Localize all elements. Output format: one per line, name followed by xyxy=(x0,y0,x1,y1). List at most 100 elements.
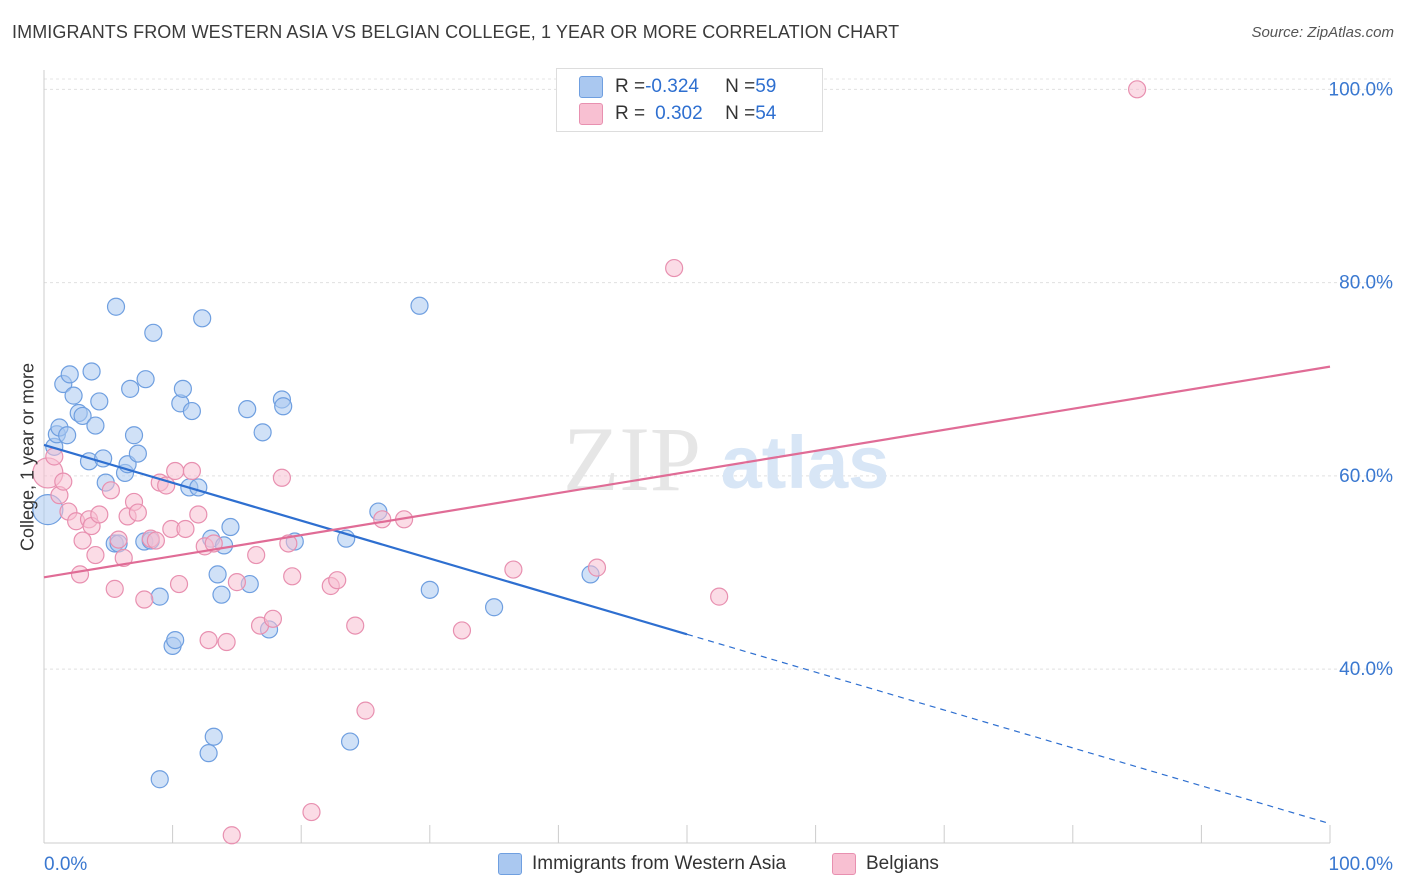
belgians-point xyxy=(328,571,347,590)
western-asia-point xyxy=(274,397,293,416)
western-asia-point xyxy=(199,744,218,763)
legend-n-value: 54 xyxy=(755,103,777,124)
western-asia-point xyxy=(410,296,429,315)
legend-n-label: N = xyxy=(725,76,756,97)
western-asia-point xyxy=(73,406,92,426)
western-asia-point xyxy=(253,423,272,442)
stats-legend: R = -0.324 N = 59 R = 0.302 N = 54 xyxy=(556,68,823,132)
legend-row-belgians: R = 0.302 N = 54 xyxy=(579,102,776,126)
belgians-trendline xyxy=(43,365,1331,579)
belgians-point xyxy=(182,461,201,481)
legend-row-western-asia: R = -0.324 N = 59 xyxy=(579,75,776,99)
western-asia-point xyxy=(64,386,83,405)
y-tick-label: 40.0% xyxy=(1339,659,1393,680)
bottom-legend-belgians: Belgians xyxy=(832,851,939,877)
western-asia-point xyxy=(150,587,169,606)
western-asia-point xyxy=(485,598,504,617)
legend-swatch-western-asia xyxy=(579,76,603,98)
western-asia-point xyxy=(193,309,212,328)
belgians-point xyxy=(247,545,266,565)
belgians-point xyxy=(302,802,321,822)
belgians-point xyxy=(70,565,90,584)
belgians-point xyxy=(109,530,128,549)
belgians-point xyxy=(279,534,298,553)
belgians-point xyxy=(356,701,375,720)
legend-r-value: -0.324 xyxy=(645,76,699,97)
western-asia-point xyxy=(182,401,201,421)
western-asia-point xyxy=(166,630,185,650)
belgians-point xyxy=(90,505,109,524)
western-asia-point xyxy=(212,585,231,604)
y-tick-label: 100.0% xyxy=(1329,79,1394,100)
belgians-point xyxy=(272,468,292,487)
belgians-point xyxy=(169,574,189,594)
belgians-point xyxy=(128,503,147,522)
belgians-point xyxy=(166,461,185,481)
western-asia-point xyxy=(340,732,360,751)
legend-r-label: R = xyxy=(615,76,646,97)
belgians-point xyxy=(135,590,154,609)
western-asia-point xyxy=(208,565,227,584)
bottom-legend-label-belgians: Belgians xyxy=(866,853,939,874)
western-asia-point xyxy=(128,444,147,463)
source-label: Source: ZipAtlas.com xyxy=(1251,24,1394,41)
legend-r-label: R = xyxy=(615,103,646,124)
belgians-point xyxy=(665,258,684,278)
belgians-point xyxy=(346,616,365,635)
belgians-point xyxy=(587,558,607,577)
bottom-legend-label-western-asia: Immigrants from Western Asia xyxy=(532,853,787,874)
y-tick-label: 80.0% xyxy=(1339,273,1393,294)
western-asia-point xyxy=(58,426,77,445)
legend-r-value: 0.302 xyxy=(655,103,703,124)
y-axis-title: College, 1 year or more xyxy=(17,362,38,552)
western-asia-point xyxy=(90,392,109,411)
belgians-point xyxy=(146,531,165,550)
x-tick-label: 100.0% xyxy=(1329,854,1394,875)
belgians-point xyxy=(1127,80,1147,99)
belgians-point xyxy=(114,548,133,568)
belgians-point xyxy=(452,621,472,640)
belgians-point xyxy=(199,630,218,650)
western-asia-point xyxy=(106,297,126,316)
x-tick-label: 0.0% xyxy=(44,854,87,875)
belgians-point xyxy=(263,609,283,628)
belgians-point xyxy=(710,587,729,606)
western-asia-point xyxy=(121,379,140,398)
western-asia-trendline xyxy=(43,443,688,636)
belgians-point xyxy=(73,531,92,550)
belgians-point xyxy=(176,519,195,539)
belgians-point xyxy=(101,481,120,500)
bottom-legend-swatch-western-asia xyxy=(498,853,522,875)
legend-swatch-belgians xyxy=(579,103,603,125)
western-asia-point xyxy=(60,365,79,384)
bottom-legend-swatch-belgians xyxy=(832,853,856,875)
western-asia-point xyxy=(86,416,105,435)
belgians-point xyxy=(189,505,208,524)
western-asia-point xyxy=(204,727,223,746)
belgians-point xyxy=(86,545,105,565)
belgians-point xyxy=(217,632,236,652)
belgians-point xyxy=(504,560,523,579)
belgians-point xyxy=(373,510,392,529)
western-asia-point xyxy=(173,379,192,398)
western-asia-point xyxy=(238,400,257,419)
western-asia-point xyxy=(82,362,101,381)
belgians-point xyxy=(222,826,241,845)
legend-n-label: N = xyxy=(725,103,756,124)
chart-title: IMMIGRANTS FROM WESTERN ASIA VS BELGIAN … xyxy=(12,22,900,42)
western-asia-trendline-extension xyxy=(686,633,1331,825)
western-asia-point xyxy=(420,580,439,599)
legend-n-value: 59 xyxy=(755,76,777,97)
western-asia-point xyxy=(221,517,240,537)
belgians-point xyxy=(105,579,124,598)
belgians-point xyxy=(54,472,73,491)
bottom-legend-western-asia: Immigrants from Western Asia xyxy=(498,851,786,877)
belgians-point xyxy=(227,573,246,592)
western-asia-point xyxy=(150,770,169,789)
western-asia-point xyxy=(189,478,208,497)
watermark-zip: ZIP xyxy=(563,408,701,510)
western-asia-point xyxy=(136,370,155,389)
western-asia-point xyxy=(124,426,144,445)
y-tick-label: 60.0% xyxy=(1339,466,1393,487)
